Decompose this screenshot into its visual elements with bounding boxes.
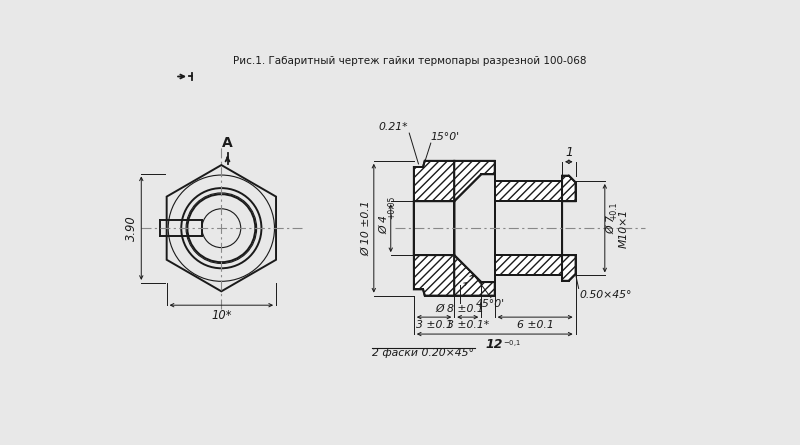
Text: 15°0': 15°0' bbox=[430, 132, 460, 142]
Text: 0.21*: 0.21* bbox=[378, 121, 408, 132]
Text: 3.90: 3.90 bbox=[125, 215, 138, 241]
Text: Ø 7: Ø 7 bbox=[606, 215, 616, 234]
Polygon shape bbox=[494, 181, 562, 275]
Text: 2 фаски 0.20×45°: 2 фаски 0.20×45° bbox=[371, 348, 474, 358]
Text: 12: 12 bbox=[486, 338, 503, 351]
Polygon shape bbox=[454, 161, 494, 295]
Text: Ø 10 ±0.1: Ø 10 ±0.1 bbox=[362, 200, 371, 256]
Text: +0.1: +0.1 bbox=[610, 202, 618, 220]
Text: A: A bbox=[222, 137, 233, 150]
Text: Рис.1. Габаритный чертеж гайки термопары разрезной 100-068: Рис.1. Габаритный чертеж гайки термопары… bbox=[234, 57, 586, 66]
Text: 6 ±0.1: 6 ±0.1 bbox=[517, 320, 554, 330]
Text: 0.50×45°: 0.50×45° bbox=[579, 290, 632, 300]
Polygon shape bbox=[414, 161, 454, 295]
Text: 45°0': 45°0' bbox=[476, 299, 506, 309]
Text: 10*: 10* bbox=[211, 309, 232, 322]
Text: 3 ±0.1*: 3 ±0.1* bbox=[446, 320, 489, 330]
Text: 3 ±0.1: 3 ±0.1 bbox=[416, 320, 453, 330]
Text: Ø 4: Ø 4 bbox=[379, 215, 390, 234]
Text: $_{-0{,}1}$: $_{-0{,}1}$ bbox=[503, 338, 521, 349]
Text: M10×1: M10×1 bbox=[618, 209, 629, 248]
Polygon shape bbox=[562, 176, 575, 281]
Text: +0.05: +0.05 bbox=[387, 195, 396, 219]
Text: Ø 8 ±0.1: Ø 8 ±0.1 bbox=[436, 303, 485, 314]
Text: 1: 1 bbox=[565, 146, 573, 159]
